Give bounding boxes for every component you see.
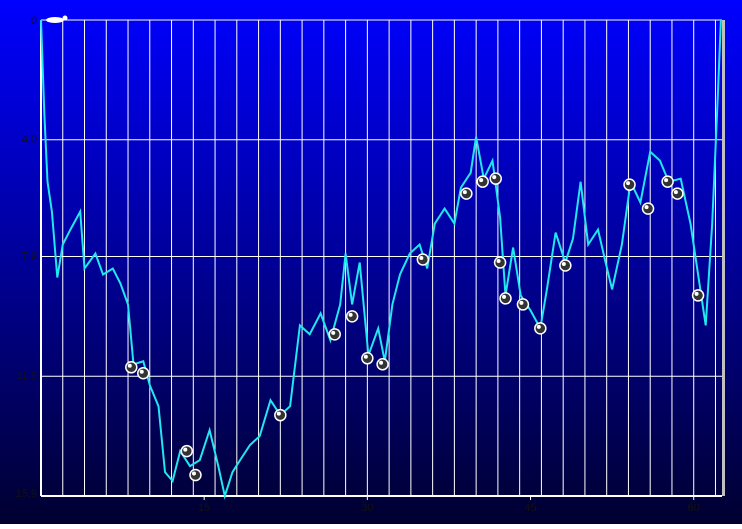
diver-body [46,17,64,23]
y-tick-label: 0 [31,15,37,27]
event-marker [671,187,684,200]
marker-dot [644,205,649,210]
marker-ring [361,352,374,365]
marker-dot [127,363,132,368]
marker-ring [460,187,473,200]
marker-dot [419,255,424,260]
event-marker [661,175,674,188]
y-tick-label: 15,9 [16,488,37,500]
x-tick-label: 60 [688,502,700,514]
event-marker [189,468,202,482]
marker-ring [376,358,389,371]
event-marker [493,256,507,269]
marker-dot [479,178,484,183]
marker-ring [180,444,194,458]
diver-icon [46,15,68,23]
event-marker [361,352,374,365]
y-tick-label: 7,9 [22,250,37,262]
y-tick-label: 4,0 [22,134,37,146]
marker-dot [363,354,368,359]
marker-ring [559,259,572,272]
marker-ring [328,328,341,341]
marker-ring [274,408,287,422]
marker-dot [183,447,188,452]
marker-ring [661,175,674,188]
marker-ring [493,256,507,269]
event-marker [641,202,655,215]
event-marker [499,292,512,305]
marker-dot [379,360,384,365]
marker-dot [694,291,699,296]
x-tick-label: 45 [524,502,536,514]
marker-ring [125,361,138,374]
marker-dot [664,178,669,183]
marker-dot [561,261,566,266]
marker-dot [276,411,281,416]
marker-dot [626,181,631,186]
x-tick-label: 30 [361,502,373,514]
event-marker [691,289,705,302]
marker-dot [348,312,353,317]
event-marker [534,322,547,335]
marker-dot [673,190,678,195]
diver-head [62,15,68,21]
marker-dot [331,330,336,335]
event-marker [516,298,530,311]
marker-ring [189,468,202,482]
marker-ring [499,292,512,305]
right-edge [722,20,725,496]
x-tick-label: 15 [198,502,210,514]
marker-ring [476,175,489,188]
marker-ring [137,367,150,380]
event-marker [180,444,194,458]
event-marker [476,175,489,188]
event-marker [559,259,572,272]
event-marker [376,358,389,371]
event-marker [345,310,359,323]
marker-ring [534,322,547,335]
event-marker [623,178,636,191]
event-marker [137,367,150,380]
marker-ring [641,202,655,215]
marker-dot [191,471,196,476]
marker-ring [691,289,705,302]
marker-ring [623,178,636,191]
marker-dot [519,300,524,305]
event-marker [125,361,138,374]
marker-dot [462,190,467,195]
event-marker [416,253,430,266]
marker-dot [536,324,541,329]
event-marker [460,187,473,200]
marker-ring [671,187,684,200]
event-marker [274,408,287,422]
event-marker [489,172,502,185]
event-marker [328,328,341,341]
marker-ring [516,298,530,311]
marker-ring [345,310,359,323]
marker-dot [492,175,497,180]
marker-dot [496,258,501,263]
marker-dot [502,294,507,299]
marker-ring [416,253,430,266]
y-tick-label: 11,9 [16,370,37,382]
marker-ring [489,172,502,185]
marker-dot [139,369,144,374]
